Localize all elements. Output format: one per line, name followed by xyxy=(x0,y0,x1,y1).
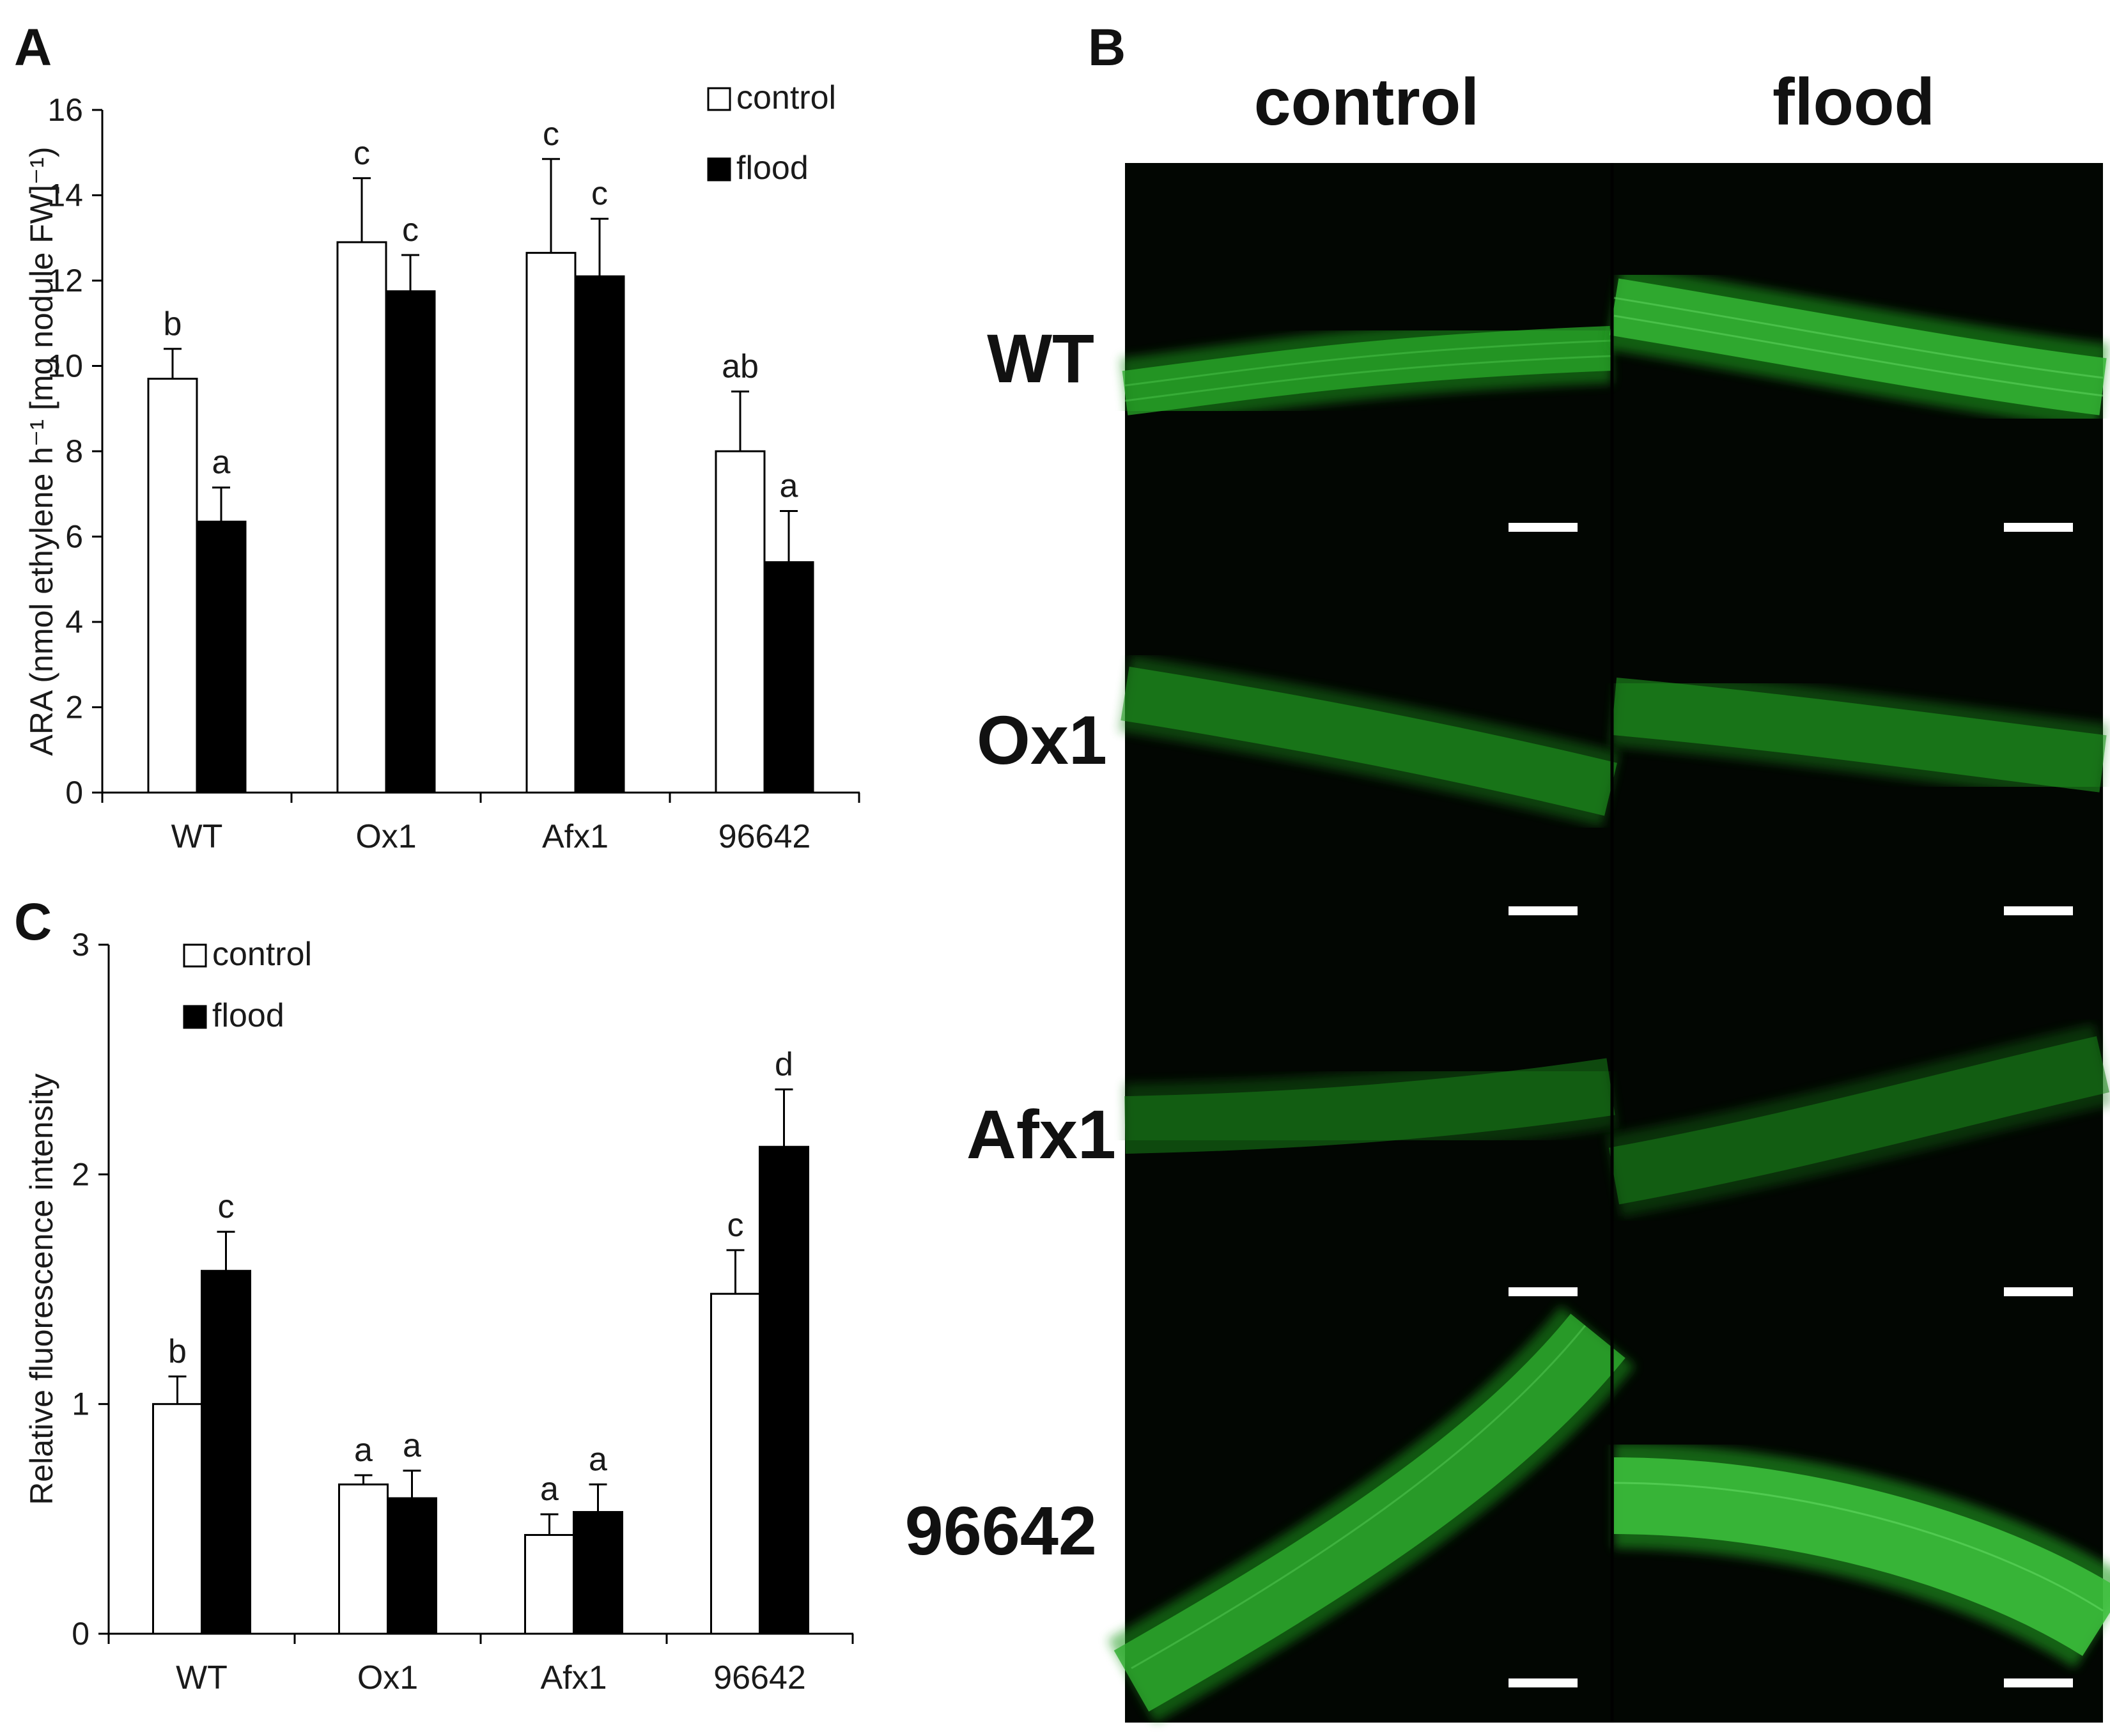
y-axis-label: ARA (nmol ethylene h⁻¹ [mg nodule FW]⁻¹) xyxy=(24,146,59,756)
significance-label: a xyxy=(403,1427,421,1464)
significance-label: b xyxy=(164,306,182,343)
x-tick-label: Ox1 xyxy=(357,1659,418,1696)
row-label-96642: 96642 xyxy=(905,1492,1097,1569)
scale-bar xyxy=(1509,523,1578,532)
significance-label: a xyxy=(540,1471,559,1508)
row-label-afx1: Afx1 xyxy=(966,1096,1116,1173)
significance-label: a xyxy=(780,467,798,504)
legend-label-control: control xyxy=(212,936,312,973)
y-tick-label: 12 xyxy=(47,263,83,298)
x-tick-label: 96642 xyxy=(713,1659,806,1696)
micrograph-96642-control xyxy=(1107,1305,1636,1723)
column-header-flood: flood xyxy=(1773,65,1935,139)
micrograph-panel: control flood WT Ox1 Afx1 96642 xyxy=(905,65,2110,1723)
row-label-wt: WT xyxy=(987,320,1094,397)
significance-label: c xyxy=(543,116,559,153)
bar-flood xyxy=(385,290,436,794)
micrograph-ox1-flood xyxy=(1610,666,2108,804)
micrograph-96642-flood xyxy=(1613,1443,2110,1669)
bar-flood xyxy=(573,1511,623,1635)
column-header-control: control xyxy=(1254,65,1479,139)
panel-letter-a: A xyxy=(14,19,52,77)
scale-bar xyxy=(1509,1287,1578,1296)
micrograph-wt-flood xyxy=(1607,264,2109,430)
y-tick-label: 10 xyxy=(47,348,83,384)
scale-bar xyxy=(2004,1287,2073,1296)
legend-label-flood: flood xyxy=(736,150,809,187)
bar-flood xyxy=(574,275,625,794)
y-tick-label: 6 xyxy=(65,519,83,555)
significance-label: ab xyxy=(722,348,759,385)
bar-flood xyxy=(763,561,814,794)
legend-label-control: control xyxy=(736,79,836,116)
scale-bar xyxy=(2004,1678,2073,1687)
scale-bar xyxy=(2004,906,2073,915)
y-tick-label: 2 xyxy=(65,690,83,725)
legend-swatch-control xyxy=(707,87,731,111)
y-tick-label: 0 xyxy=(65,775,83,810)
significance-label: c xyxy=(727,1207,744,1244)
legend-swatch-control xyxy=(183,943,207,968)
bar-control xyxy=(338,1483,389,1635)
bar-control xyxy=(710,1292,761,1635)
chart-c: 0 1 2 3 WT Ox1 Afx1 96642 Relative fluorescence … xyxy=(24,927,854,1696)
x-tick-label: WT xyxy=(176,1659,228,1696)
significance-label: c xyxy=(218,1188,235,1225)
scale-bars xyxy=(1509,523,2073,1687)
legend-label-flood: flood xyxy=(212,997,284,1034)
y-tick-label: 1 xyxy=(72,1386,89,1422)
micrograph-afx1-flood xyxy=(1606,1023,2110,1217)
panel-letter-c: C xyxy=(14,893,52,951)
significance-label: a xyxy=(589,1441,607,1478)
bar-control xyxy=(715,450,766,794)
bar-control xyxy=(524,1533,575,1635)
significance-label: b xyxy=(168,1333,187,1370)
significance-label: c xyxy=(402,212,419,249)
bar-control xyxy=(152,1403,203,1635)
x-tick-label: Afx1 xyxy=(540,1659,607,1696)
bar-control xyxy=(147,378,198,794)
bar-flood xyxy=(759,1145,809,1635)
y-tick-label: 16 xyxy=(47,92,83,128)
scale-bar xyxy=(1509,906,1578,915)
significance-label: a xyxy=(354,1432,373,1469)
x-tick-label: 96642 xyxy=(718,818,811,855)
micrograph-ox1-control xyxy=(1119,655,1620,827)
significance-label: c xyxy=(591,175,608,212)
chart-a: 0 2 4 6 8 10 12 14 16 WT Ox1 Afx1 96642 ARA (nmol eth… xyxy=(24,79,860,855)
x-tick-label: Afx1 xyxy=(542,818,609,855)
significance-label: d xyxy=(775,1046,793,1083)
micrograph-wt-control xyxy=(1121,313,1613,428)
y-tick-label: 4 xyxy=(65,604,83,640)
significance-label: c xyxy=(353,135,370,172)
y-tick-label: 14 xyxy=(47,178,83,213)
micrograph-afx1-control xyxy=(1124,1045,1617,1166)
significance-label: a xyxy=(212,444,231,481)
y-tick-label: 3 xyxy=(72,927,89,963)
panel-letter-b: B xyxy=(1088,19,1126,77)
y-tick-label: 8 xyxy=(65,433,83,469)
scale-bar xyxy=(2004,523,2073,532)
scale-bar xyxy=(1509,1678,1578,1687)
legend-swatch-flood xyxy=(183,1005,207,1029)
bar-flood xyxy=(196,520,247,794)
y-tick-label: 2 xyxy=(72,1156,89,1192)
bar-control xyxy=(336,241,387,794)
y-axis-label: Relative fluorescence intensity xyxy=(24,1073,59,1505)
bar-control xyxy=(525,252,577,794)
legend-swatch-flood xyxy=(707,157,731,182)
y-tick-label: 0 xyxy=(72,1616,89,1652)
bar-flood xyxy=(387,1497,437,1635)
x-tick-label: Ox1 xyxy=(355,818,416,855)
x-tick-label: WT xyxy=(171,818,223,855)
row-label-ox1: Ox1 xyxy=(977,701,1107,779)
bar-flood xyxy=(201,1269,251,1635)
